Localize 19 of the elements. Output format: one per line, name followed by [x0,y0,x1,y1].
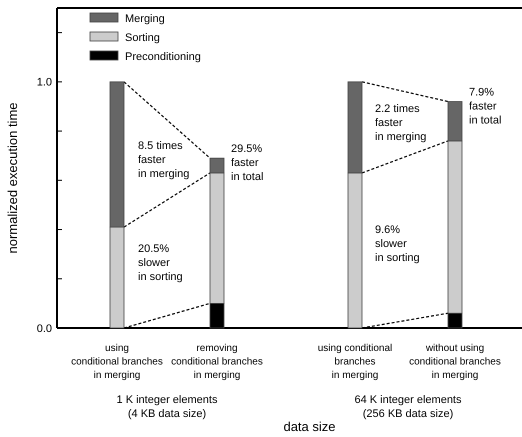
text: 64 K integer elements (256 KB data size) [354,394,462,420]
x-tick-label: removing conditional branches in merging [171,343,263,381]
annotation: 9.6% slower in sorting [375,224,420,264]
y-tick-label: 1.0 [36,76,52,89]
y-axis-title: normalized execution time [5,102,20,254]
annotation: 2.2 times faster in merging [375,103,426,143]
annotation: 7.9% faster in total [469,86,502,127]
y-tick-label: 0.0 [36,322,52,335]
x-tick-label: using conditional branches in merging [71,343,163,381]
annotation: 29.5% faster in total [231,143,264,184]
x-tick-label: using conditional branches in merging [318,343,392,381]
annotation: 20.5% slower in sorting [138,243,183,283]
x-tick-label: without using conditional branches in merging [409,343,501,381]
annotation: 8.5 times faster in merging [138,140,190,180]
legend-label: Merging [125,12,165,25]
text: 1 K integer elements (4 KB data size) [116,394,218,420]
legend-label: Sorting [125,32,160,44]
x-axis-title: data size [283,419,336,434]
legend-label: Preconditioning [125,50,201,63]
